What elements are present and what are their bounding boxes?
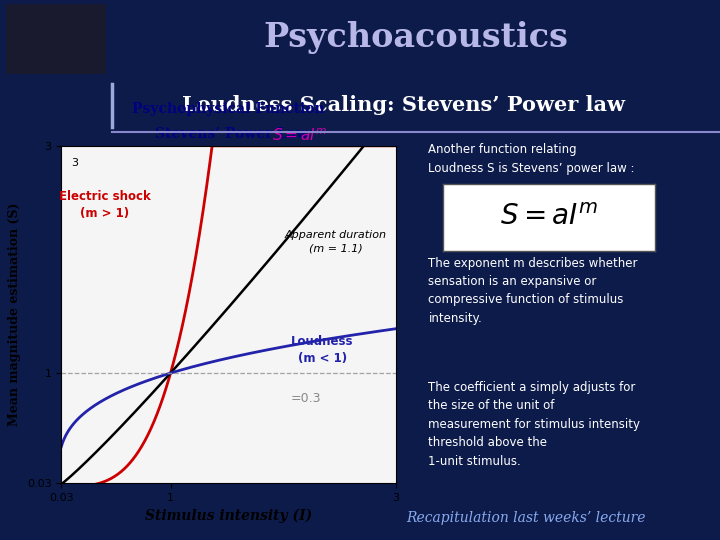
Y-axis label: Mean magnitude estimation (S): Mean magnitude estimation (S) xyxy=(9,203,22,426)
Text: Electric shock
(m > 1): Electric shock (m > 1) xyxy=(59,190,150,220)
Text: Psychophysical Function: Psychophysical Function xyxy=(132,102,325,116)
Text: Stevens’ Power Law:: Stevens’ Power Law: xyxy=(155,127,313,141)
FancyBboxPatch shape xyxy=(6,4,106,75)
Text: Loudness
(m < 1): Loudness (m < 1) xyxy=(291,335,354,365)
Text: The coefficient a simply adjusts for
the size of the unit of
measurement for sti: The coefficient a simply adjusts for the… xyxy=(428,381,640,468)
Text: =0.3: =0.3 xyxy=(290,392,321,405)
Text: Another function relating
Loudness S is Stevens’ power law :: Another function relating Loudness S is … xyxy=(428,143,635,174)
Text: Psychoacoustics: Psychoacoustics xyxy=(264,21,568,54)
X-axis label: Stimulus intensity (I): Stimulus intensity (I) xyxy=(145,509,312,523)
Text: Recapitulation last weeks’ lecture: Recapitulation last weeks’ lecture xyxy=(406,511,645,525)
Text: 3: 3 xyxy=(71,158,78,167)
Text: $S = aI^m$: $S = aI^m$ xyxy=(272,127,327,144)
Text: Loudness Scaling: Stevens’ Power law: Loudness Scaling: Stevens’ Power law xyxy=(181,95,625,116)
Text: $S = aI^m$: $S = aI^m$ xyxy=(500,204,598,231)
Text: The exponent m describes whether
sensation is an expansive or
compressive functi: The exponent m describes whether sensati… xyxy=(428,256,638,325)
Text: Apparent duration
(m = 1.1): Apparent duration (m = 1.1) xyxy=(284,230,387,253)
